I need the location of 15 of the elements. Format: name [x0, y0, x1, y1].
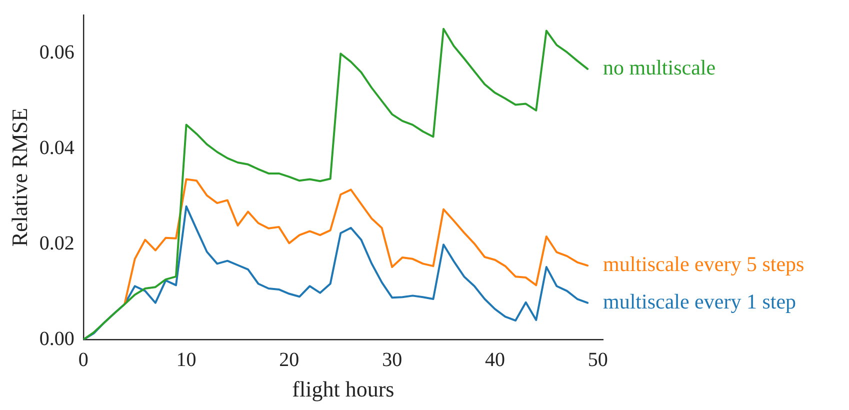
series-label: no multiscale	[603, 55, 716, 80]
x-tick-label: 40	[484, 348, 505, 371]
series-label: multiscale every 1 step	[603, 289, 796, 314]
x-tick-label: 30	[382, 348, 402, 371]
y-tick-label: 0.02	[39, 232, 74, 254]
x-axis-title: flight hours	[292, 376, 394, 402]
x-tick-label: 50	[588, 348, 608, 371]
y-tick-label: 0.00	[39, 328, 74, 350]
x-tick-label: 0	[78, 348, 88, 371]
x-tick-label: 10	[176, 348, 196, 371]
y-tick-label: 0.06	[39, 41, 74, 64]
y-axis-title: Relative RMSE	[6, 108, 32, 247]
series-label: multiscale every 5 steps	[603, 252, 804, 276]
x-tick-label: 20	[279, 348, 300, 371]
y-tick-label: 0.04	[39, 136, 74, 159]
